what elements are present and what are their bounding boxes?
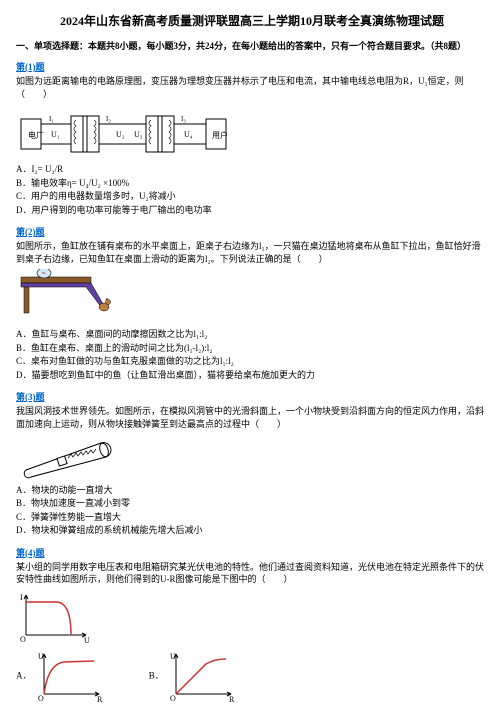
q4-header: 第(4)题 bbox=[16, 546, 488, 559]
q4-optB-label: B． bbox=[149, 670, 164, 680]
q3-optC: C．弹簧弹性势能一直增大 bbox=[16, 511, 488, 525]
q4-figure-main: I U O bbox=[16, 590, 488, 645]
svg-text:O: O bbox=[20, 635, 26, 644]
q1-optB: B．输电效率η= U₄/U₂ ×100% bbox=[16, 177, 488, 191]
svg-text:R: R bbox=[97, 695, 103, 704]
svg-text:R: R bbox=[229, 695, 235, 704]
svg-text:U: U bbox=[38, 652, 44, 661]
q2-stem: 如图所示，鱼缸放在铺有桌布的水平桌面上，距桌子右边缘为l₁，一只猫在桌边猛地将桌… bbox=[16, 240, 488, 265]
q4-options-row: A． U R O B． bbox=[16, 649, 488, 704]
page-title: 2024年山东省新高考质量测评联盟高三上学期10月联考全真演练物理试题 bbox=[16, 12, 488, 29]
svg-text:U: U bbox=[84, 636, 90, 645]
svg-text:O: O bbox=[170, 694, 176, 703]
svg-text:U₂: U₂ bbox=[116, 130, 125, 139]
svg-text:U₄: U₄ bbox=[184, 130, 193, 139]
q3-options: A．物块的动能一直增大 B．物块加速度一直减小到零 C．弹簧弹性势能一直增大 D… bbox=[16, 484, 488, 538]
q3-optB: B．物块加速度一直减小到零 bbox=[16, 497, 488, 511]
q4-stem: 某小组的同学用数字电压表和电阻箱研究某光伏电池的特性。他们通过查阅资料知道，光伏… bbox=[16, 561, 488, 586]
svg-text:U₁: U₁ bbox=[51, 130, 60, 139]
q2-figure bbox=[16, 269, 488, 324]
q2-optC: C．桌布对鱼缸做的功与鱼缸克服桌面做的功之比为l₁:l₂ bbox=[16, 355, 488, 369]
svg-text:I₁: I₁ bbox=[49, 115, 54, 123]
svg-text:U₃: U₃ bbox=[134, 130, 143, 139]
section-header: 一、单项选择题：本题共8小题，每小题3分，共24分，在每小题给出的答案中，只有一… bbox=[16, 39, 488, 52]
q2-optB: B．鱼缸在桌布、桌面上的滑动时间之比为(l₁-l₂):l₂ bbox=[16, 342, 488, 356]
svg-text:电厂: 电厂 bbox=[28, 130, 44, 140]
q4-optA-block: A． U R O bbox=[16, 649, 109, 704]
q1-options: A．I₂= U₂/R B．输电效率η= U₄/U₂ ×100% C．用户的用电器… bbox=[16, 163, 488, 217]
q1-optA: A．I₂= U₂/R bbox=[16, 163, 488, 177]
q1-optD: D．用户得到的电功率可能等于电厂输出的电功率 bbox=[16, 204, 488, 218]
q3-figure bbox=[16, 435, 488, 480]
q2-optD: D．猫要想吃到鱼缸中的鱼（让鱼缸滑出桌面），猫将要给桌布施加更大的力 bbox=[16, 369, 488, 383]
q4-optB-block: B． U R O bbox=[149, 649, 241, 704]
q4-optA-label: A． bbox=[16, 670, 32, 680]
svg-text:I₃: I₃ bbox=[181, 115, 186, 123]
q2-options: A．鱼缸与桌布、桌面间的动摩擦因数之比为l₁:l₂ B．鱼缸在桌布、桌面上的滑动… bbox=[16, 328, 488, 382]
q2-header: 第(2)题 bbox=[16, 225, 488, 238]
q2-optA: A．鱼缸与桌布、桌面间的动摩擦因数之比为l₁:l₂ bbox=[16, 328, 488, 342]
svg-text:I₂: I₂ bbox=[106, 115, 111, 123]
q1-optC: C．用户的用电器数量增多时，U₂将减小 bbox=[16, 190, 488, 204]
q3-optA: A．物块的动能一直增大 bbox=[16, 484, 488, 498]
q1-header: 第(1)题 bbox=[16, 60, 488, 73]
q3-stem: 我国风洞技术世界领先。如图所示，在模拟风洞管中的光滑斜面上，一个小物块受到沿斜面… bbox=[16, 405, 488, 430]
q3-header: 第(3)题 bbox=[16, 390, 488, 403]
svg-text:U: U bbox=[170, 652, 176, 661]
svg-text:O: O bbox=[38, 694, 44, 703]
q1-stem: 如图为远距离输电的电路原理图，变压器为理想变压器并标示了电压和电流，其中输电线总… bbox=[16, 75, 488, 100]
svg-text:I: I bbox=[20, 593, 23, 602]
svg-text:用户: 用户 bbox=[212, 130, 228, 140]
q1-figure: 电厂 I₁ U₁ I₂ U₂ U₃ I₃ U₄ 用户 bbox=[16, 104, 488, 159]
q3-optD: D．物块和弹簧组成的系统机械能先增大后减小 bbox=[16, 524, 488, 538]
